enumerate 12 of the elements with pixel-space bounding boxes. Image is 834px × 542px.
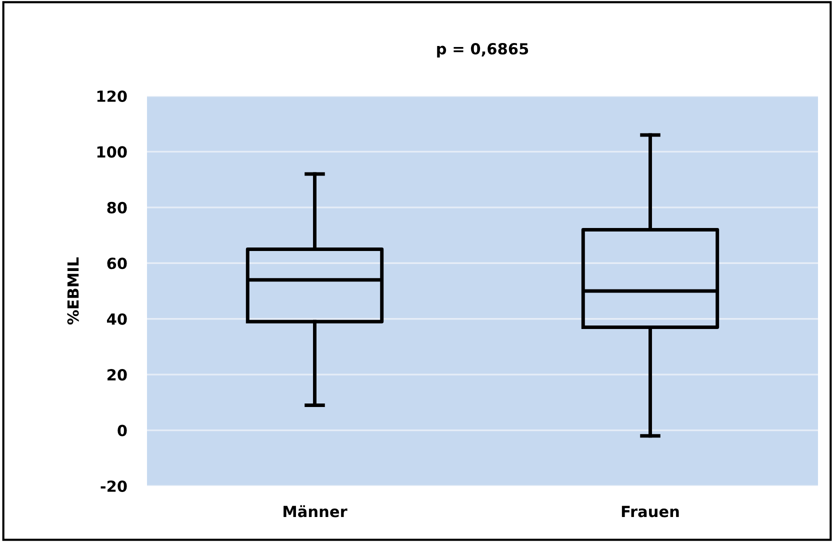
y-tick-label: 40 — [106, 313, 127, 325]
y-tick-label: 100 — [97, 146, 127, 158]
y-tick-label: -20 — [100, 480, 127, 492]
x-tick-label: Frauen — [622, 506, 679, 518]
y-tick-label: 60 — [107, 258, 127, 270]
x-tick-label: Männer — [284, 505, 348, 518]
y-tick-label: 120 — [97, 90, 127, 102]
y-tick-label: 20 — [108, 369, 127, 381]
y-tick-label: 80 — [107, 202, 127, 214]
y-tick-label: 0 — [118, 424, 127, 436]
y-axis-title: %EBMIL — [67, 257, 79, 325]
chart-title: p = 0,6865 — [437, 42, 528, 58]
